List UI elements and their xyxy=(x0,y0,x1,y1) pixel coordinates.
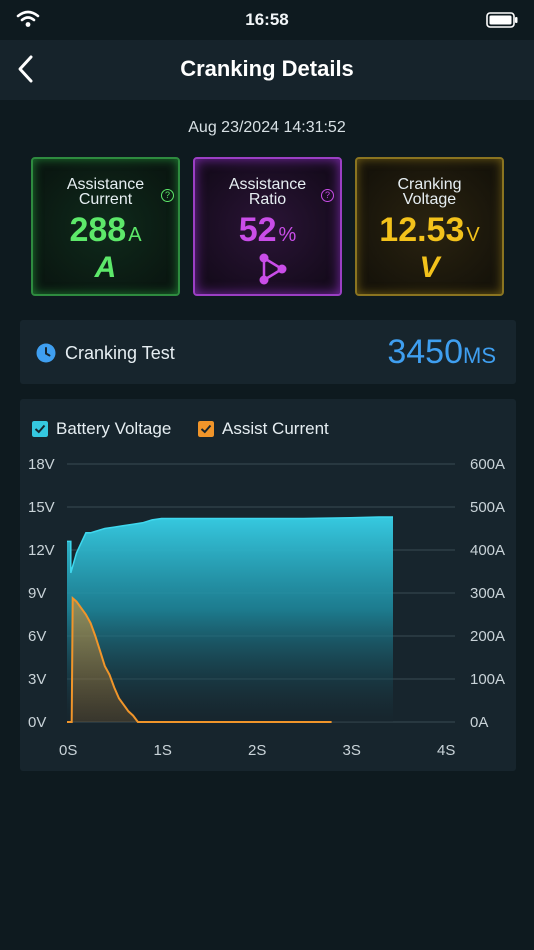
y-right-tick-label: 100A xyxy=(470,671,505,688)
assistance-ratio-value: 52% xyxy=(238,211,297,249)
card-label: Assistance Ratio xyxy=(228,176,307,208)
voltage-v-icon: V xyxy=(419,251,440,284)
legend-label: Assist Current xyxy=(222,419,329,438)
cranking-test-row: Cranking Test 3450MS xyxy=(20,320,516,384)
cranking-chart: Battery Voltage Assist Current 0V 0A 3V 100… xyxy=(20,399,516,771)
clock-icon xyxy=(36,343,56,363)
y-left-tick-label: 15V xyxy=(28,499,55,516)
y-right-tick-label: 300A xyxy=(470,585,505,602)
ratio-icon xyxy=(259,253,287,285)
chart-plot: 0V 0A 3V 100A 6V 200A 9V 300A 12V 400A 15V 500A 18V 6… xyxy=(28,456,505,759)
y-right-tick-label: 400A xyxy=(470,542,505,559)
cranking-voltage-card: Cranking Voltage 12.53 V V xyxy=(355,157,504,296)
wifi-icon xyxy=(16,10,40,27)
card-label: Assistance Current xyxy=(66,176,145,208)
cranking-voltage-value: 12.53 V xyxy=(379,211,480,249)
y-left-tick-label: 18V xyxy=(28,456,55,473)
assist-current-line xyxy=(67,595,332,723)
y-right-tick-label: 200A xyxy=(470,628,505,645)
test-datetime: Aug 23/2024 14:31:52 xyxy=(188,119,346,136)
y-left-tick-label: 6V xyxy=(28,628,46,645)
x-tick-label: 3S xyxy=(343,742,361,759)
battery-voltage-line xyxy=(67,516,393,574)
back-arrow-icon[interactable] xyxy=(14,54,38,84)
y-right-tick-label: 600A xyxy=(470,456,505,473)
y-right-tick-label: 500A xyxy=(470,499,505,516)
card-label: Cranking Voltage xyxy=(397,176,462,208)
checkbox-checked-icon[interactable] xyxy=(198,421,214,437)
nav-bar: Cranking Details xyxy=(0,40,534,100)
battery-icon xyxy=(486,12,518,28)
status-time: 16:58 xyxy=(245,10,289,29)
y-left-tick-label: 3V xyxy=(28,671,46,688)
cranking-test-value: 3450MS xyxy=(387,333,496,371)
y-left-tick-label: 0V xyxy=(28,714,46,731)
help-icon[interactable]: ? xyxy=(161,189,174,202)
x-tick-label: 1S xyxy=(154,742,172,759)
assistance-current-value: 288 A xyxy=(69,211,142,249)
status-bar: 16:58 xyxy=(0,0,534,40)
assistance-ratio-card: Assistance Ratio ? 52% xyxy=(193,157,342,296)
x-tick-label: 4S xyxy=(437,742,455,759)
legend-label: Battery Voltage xyxy=(56,419,172,438)
y-left-tick-label: 12V xyxy=(28,542,55,559)
y-left-tick-label: 9V xyxy=(28,585,46,602)
x-tick-label: 2S xyxy=(248,742,266,759)
assist-current-area xyxy=(67,598,332,722)
assistance-current-card: Assistance Current ? 288 A A xyxy=(31,157,180,296)
battery-voltage-area xyxy=(67,517,393,722)
y-right-tick-label: 0A xyxy=(470,714,488,731)
cranking-test-label: Cranking Test xyxy=(65,343,175,363)
current-a-icon: A xyxy=(94,251,117,284)
x-tick-label: 0S xyxy=(59,742,77,759)
page-title: Cranking Details xyxy=(180,56,354,81)
help-icon[interactable]: ? xyxy=(321,189,334,202)
checkbox-checked-icon[interactable] xyxy=(32,421,48,437)
